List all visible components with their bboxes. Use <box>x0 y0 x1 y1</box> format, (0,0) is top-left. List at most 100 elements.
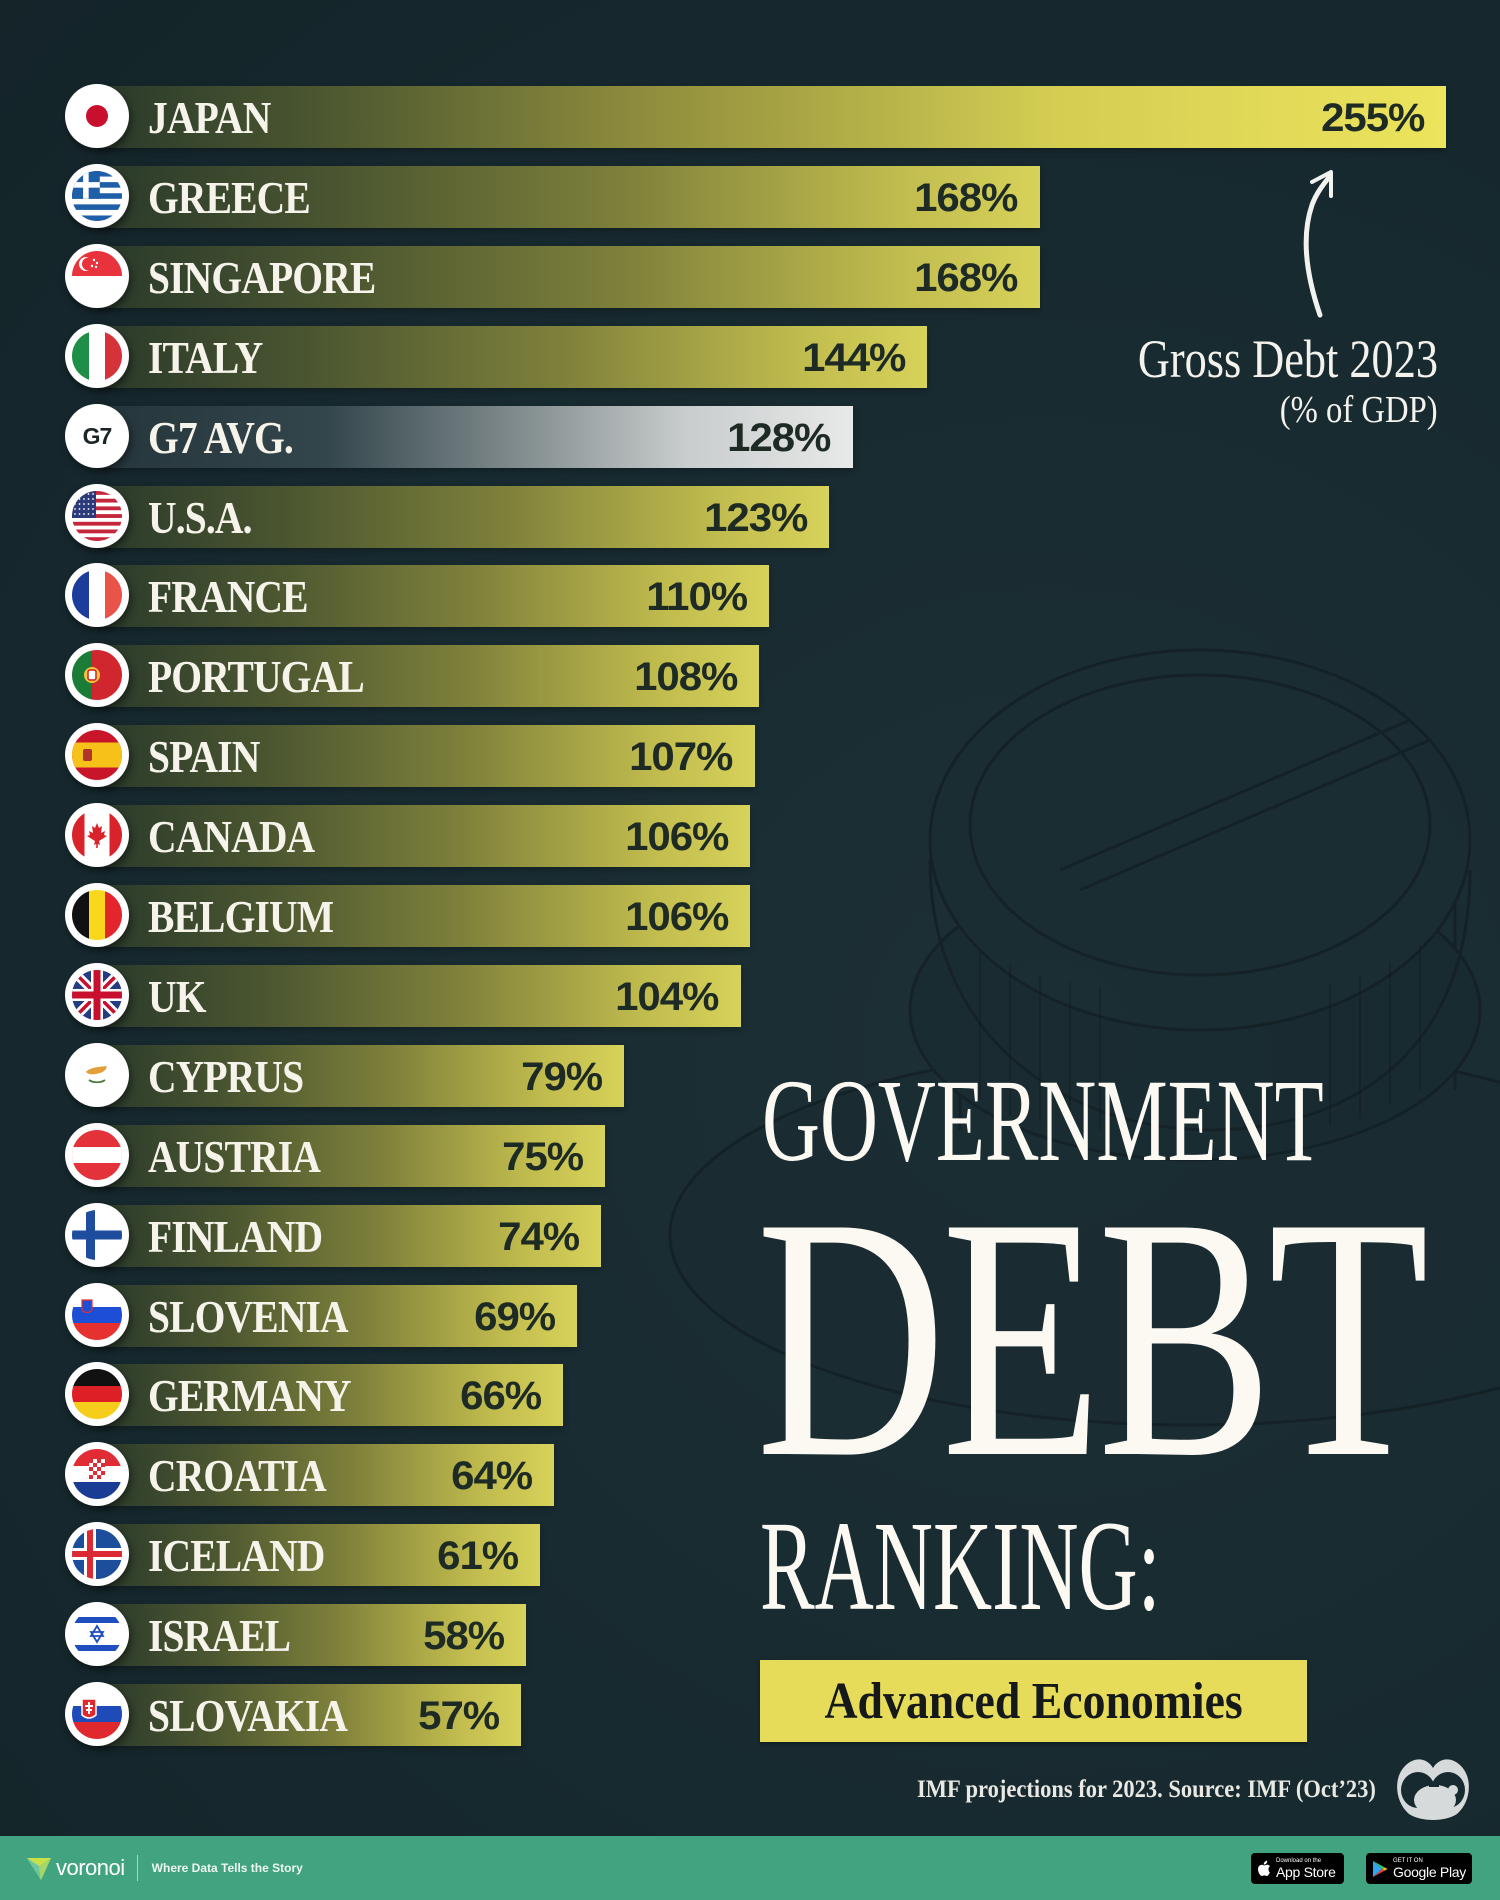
value-wrap: 74% <box>0 1205 580 1267</box>
bar <box>100 1044 624 1107</box>
subtitle-badge: Advanced Economies <box>760 1660 1307 1742</box>
bar <box>100 325 928 388</box>
bar <box>100 1444 554 1507</box>
country-label: G7 AVG. <box>148 411 294 463</box>
japan-flag-icon <box>65 84 129 148</box>
value-wrap: 255% <box>0 86 1425 148</box>
bar-row: ICELAND 61% <box>0 1522 540 1587</box>
bar-row: FRANCE 110% <box>0 563 769 628</box>
bar-row: FINLAND 74% <box>0 1202 601 1267</box>
uk-flag-icon <box>65 962 129 1027</box>
brand-lockup[interactable]: voronoi Where Data Tells the Story <box>24 1853 303 1883</box>
value-label: 79% <box>521 1054 603 1099</box>
app-store-small-text: Download on the <box>1276 1857 1322 1864</box>
value-wrap: 108% <box>0 645 738 707</box>
bar-row: JAPAN 255% <box>0 84 1446 148</box>
title-line-ranking: RANKING: <box>760 1495 1161 1637</box>
brand-name: voronoi <box>56 1855 125 1880</box>
bar <box>100 405 853 468</box>
belgium-flag-icon <box>65 883 129 947</box>
bar-row: SPAIN 107% <box>0 723 755 788</box>
bar-row: GERMANY 66% <box>0 1362 564 1427</box>
value-label: 106% <box>624 895 729 939</box>
country-label: ISRAEL <box>148 1610 291 1662</box>
google-play-button[interactable]: GET IT ON Google Play <box>1366 1853 1472 1884</box>
value-wrap: 106% <box>0 885 729 947</box>
piggy-bank-logo-icon <box>1397 1759 1469 1820</box>
bar <box>100 885 751 947</box>
bar <box>100 565 769 628</box>
bar-row: UK 104% <box>0 962 741 1027</box>
value-label: 168% <box>914 175 1018 220</box>
google-play-small-text: GET IT ON <box>1393 1857 1423 1864</box>
canada-flag-icon <box>65 803 129 868</box>
bar-row: CROATIA 64% <box>0 1442 554 1507</box>
country-label: FRANCE <box>148 571 309 623</box>
voronoi-logo-icon <box>27 1858 51 1880</box>
country-label: CANADA <box>148 811 315 863</box>
annotation-title: Gross Debt 2023 <box>1137 329 1438 389</box>
app-store-button[interactable]: Download on the App Store <box>1251 1853 1344 1884</box>
value-wrap: 104% <box>0 965 719 1027</box>
bar <box>100 1604 526 1667</box>
bar <box>100 645 760 708</box>
bar-row: AUSTRIA 75% <box>0 1122 606 1187</box>
bar <box>100 86 1446 148</box>
croatia-flag-icon <box>65 1442 129 1507</box>
germany-flag-icon <box>65 1362 129 1427</box>
bar <box>100 1684 522 1746</box>
value-label: 108% <box>634 655 738 700</box>
bar-row: CANADA 106% <box>0 803 751 868</box>
country-label: SPAIN <box>148 731 260 783</box>
bar <box>100 964 741 1027</box>
bar <box>100 245 1040 308</box>
bar-row: ISRAEL 58% <box>0 1602 526 1667</box>
value-label: 168% <box>914 255 1018 300</box>
spain-flag-icon <box>65 723 129 788</box>
title-line-government: GOVERNMENT <box>762 1055 1324 1186</box>
iceland-flag-icon <box>65 1522 129 1587</box>
value-label: 110% <box>645 575 748 620</box>
value-wrap: 168% <box>0 246 1018 308</box>
bar <box>100 725 755 788</box>
value-label: 107% <box>629 735 733 780</box>
value-wrap: 168% <box>0 166 1018 228</box>
bar-row: SLOVENIA 69% <box>0 1282 578 1347</box>
bar-row: PORTUGAL 108% <box>0 643 760 708</box>
bar <box>100 165 1040 228</box>
israel-flag-icon <box>65 1602 129 1667</box>
value-wrap: 79% <box>0 1045 603 1107</box>
bar <box>100 485 830 548</box>
value-label: 144% <box>802 335 906 380</box>
value-wrap: 106% <box>0 805 729 867</box>
france-flag-icon <box>65 563 129 628</box>
country-label: ICELAND <box>148 1530 325 1582</box>
bar-row: ITALY 144% <box>0 323 928 388</box>
country-label: SINGAPORE <box>148 251 376 303</box>
country-label: CYPRUS <box>148 1050 304 1102</box>
country-label: GREECE <box>148 171 311 223</box>
bar <box>100 1204 601 1267</box>
bar-row: BELGIUM 106% <box>0 883 751 947</box>
austria-flag-icon <box>65 1122 129 1187</box>
country-label: JAPAN <box>148 92 271 143</box>
country-label: AUSTRIA <box>148 1130 321 1182</box>
value-wrap: 58% <box>0 1604 505 1666</box>
subtitle-text: Advanced Economies <box>824 1672 1243 1730</box>
value-label: 104% <box>615 974 719 1019</box>
value-wrap: 123% <box>0 486 808 548</box>
country-label: ITALY <box>148 331 263 383</box>
value-label: 74% <box>497 1214 580 1259</box>
annotation-unit: (% of GDP) <box>1280 389 1438 431</box>
value-label: 123% <box>704 495 808 540</box>
chart-annotation: Gross Debt 2023 (% of GDP) <box>1100 328 1438 438</box>
value-wrap: 64% <box>0 1444 533 1506</box>
bar <box>100 1524 540 1587</box>
bar <box>100 805 751 868</box>
value-wrap: 57% <box>0 1684 500 1746</box>
country-label: SLOVENIA <box>148 1290 349 1342</box>
brand-tagline: Where Data Tells the Story <box>151 1861 303 1875</box>
greece-flag-icon <box>65 163 129 228</box>
value-wrap: 75% <box>0 1125 584 1187</box>
svg-text:G7: G7 <box>83 423 112 449</box>
